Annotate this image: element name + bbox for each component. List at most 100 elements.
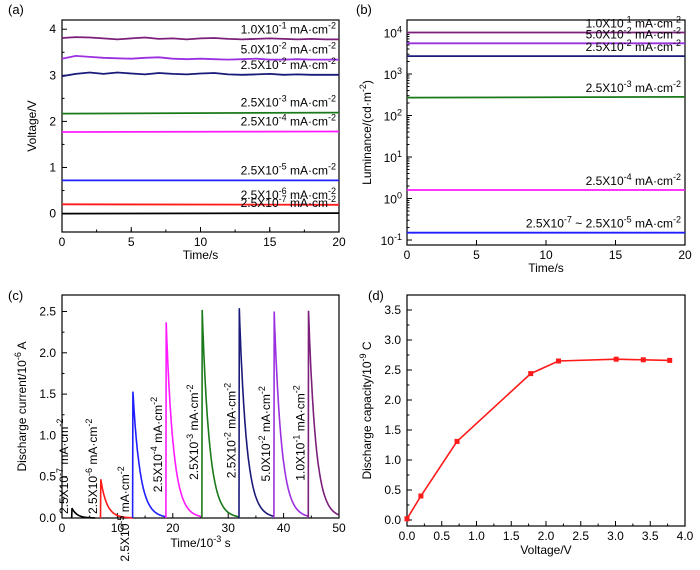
panel-b-ytick-label: 101 bbox=[384, 149, 402, 165]
panel-b-xlabel: Time/s bbox=[528, 261, 564, 275]
panel-d-ytick-label: 2.5 bbox=[384, 363, 401, 377]
panel-c-pulse-curve bbox=[307, 310, 339, 519]
panel-c-ytick-label: 2.5 bbox=[39, 305, 56, 319]
panel-d-xtick-label: 1.5 bbox=[503, 529, 520, 543]
panel-b-ytick-label: 104 bbox=[384, 24, 402, 40]
panel-a-series-line bbox=[61, 54, 339, 61]
panel-a-series-line bbox=[61, 212, 340, 215]
panel-c-pulse-label: 2.5X10-4 mA·cm-2 bbox=[149, 397, 165, 492]
panel-a-xtick-label: 15 bbox=[263, 235, 277, 249]
panel-a-ytick-label: 2 bbox=[49, 114, 56, 128]
panel-c-xtick-label: 40 bbox=[277, 521, 291, 535]
panel-a-series-label: 2.5X10-3 mA·cm-2 bbox=[241, 94, 336, 110]
panel-b-ytick-label: 102 bbox=[384, 108, 402, 124]
panel-c-pulse-curve bbox=[238, 308, 274, 519]
panel-b-xtick-label: 15 bbox=[609, 248, 623, 262]
panel-a-label: (a) bbox=[8, 2, 24, 17]
panel-b-ylabel: Luminance/(cd·m-2) bbox=[358, 80, 374, 185]
panel-b-xtick-label: 20 bbox=[678, 248, 692, 262]
panel-c-xtick-label: 50 bbox=[332, 521, 346, 535]
panel-d-point bbox=[454, 438, 460, 444]
panel-d-xlabel: Voltage/V bbox=[520, 543, 571, 557]
panel-b-series-label: 2.5X10-7 ~ 2.5X10-5 mA·cm-2 bbox=[526, 215, 681, 231]
panel-c-xtick-label: 0 bbox=[59, 521, 66, 535]
panel-d-frame bbox=[406, 294, 686, 527]
panel-a-xlabel: Time/s bbox=[183, 248, 219, 262]
panel-d-ytick-label: 3.5 bbox=[384, 303, 401, 317]
panel-c-pulse-label: 2.5X10-2 mA·cm-2 bbox=[222, 383, 238, 478]
panel-c-xtick-label: 20 bbox=[166, 521, 180, 535]
panel-d-ytick-label: 1.5 bbox=[384, 423, 401, 437]
panel-d-point bbox=[640, 357, 646, 363]
panel-c-pulse-label: 2.5X10-5 mA·cm-2 bbox=[116, 466, 132, 561]
panel-a-series-label: 5.0X10-2 mA·cm-2 bbox=[241, 41, 336, 57]
panel-c-ytick-label: 0.0 bbox=[39, 511, 56, 525]
panel-d-ytick-label: 1.0 bbox=[384, 453, 401, 467]
panel-c-pulse-curve bbox=[99, 479, 133, 519]
panel-a-series-label: 2.5X10-2 mA·cm-2 bbox=[241, 56, 336, 72]
panel-d-point bbox=[556, 358, 562, 364]
panel-d-xtick-label: 3.5 bbox=[642, 529, 659, 543]
panel-c-pulse-curve bbox=[70, 507, 96, 519]
panel-a-ytick-label: 0 bbox=[49, 207, 56, 221]
panel-c-pulse-curve bbox=[131, 391, 166, 519]
panel-a-xtick-label: 10 bbox=[194, 235, 208, 249]
panel-c-ytick-label: 0.5 bbox=[39, 470, 56, 484]
panel-b-series-label: 1.0X10-1 mA·cm-2 bbox=[586, 14, 681, 30]
panel-b-series-label: 2.5X10-3 mA·cm-2 bbox=[586, 79, 681, 95]
panel-a-series-label: 2.5X10-4 mA·cm-2 bbox=[241, 113, 336, 129]
panel-a-ylabel: Voltage/V bbox=[25, 100, 39, 151]
panel-a-ytick-label: 4 bbox=[49, 22, 56, 36]
panel-d-xtick-label: 2.5 bbox=[572, 529, 589, 543]
panel-c-pulse-label: 2.5X10-3 mA·cm-2 bbox=[185, 384, 201, 479]
panel-b-ytick-label: 100 bbox=[384, 191, 402, 207]
panel-a-series-label: 2.5X10-5 mA·cm-2 bbox=[241, 161, 336, 177]
panel-d-xtick-label: 3.0 bbox=[607, 529, 624, 543]
panel-b-xtick-label: 5 bbox=[473, 248, 480, 262]
panel-c-ytick-label: 1.5 bbox=[39, 387, 56, 401]
panel-a-xtick-label: 0 bbox=[59, 235, 66, 249]
panel-b-series-label: 2.5X10-4 mA·cm-2 bbox=[586, 172, 681, 188]
panel-a-series-line bbox=[61, 203, 340, 206]
panel-a-series-line bbox=[61, 71, 339, 78]
panel-d-label: (d) bbox=[368, 288, 384, 303]
panel-a-series-label: 2.5X10-6 mA·cm-2 bbox=[241, 186, 336, 202]
panel-d-ytick-label: 2.0 bbox=[384, 393, 401, 407]
panel-d-ytick-label: 0.5 bbox=[384, 483, 401, 497]
panel-c-pulse-label: 5.0X10-2 mA·cm-2 bbox=[257, 386, 273, 481]
panel-c-pulse-curve bbox=[273, 311, 309, 519]
panel-a-ytick-label: 3 bbox=[49, 68, 56, 82]
panel-a-xtick-label: 20 bbox=[332, 235, 346, 249]
panel-d-point bbox=[667, 357, 673, 363]
panel-d-xtick-label: 0.5 bbox=[433, 529, 450, 543]
panel-c-pulse-curve bbox=[165, 322, 202, 519]
panel-d-point bbox=[613, 356, 619, 362]
panel-a-series-line bbox=[61, 130, 340, 133]
panel-d-xtick-label: 0.0 bbox=[399, 529, 416, 543]
panel-a-ytick-label: 1 bbox=[49, 160, 56, 174]
panel-b-ytick-label: 103 bbox=[384, 66, 402, 82]
panel-d-ylabel: Discharge capacity/10-9 C bbox=[358, 341, 374, 479]
panel-d-ytick-label: 0.0 bbox=[384, 513, 401, 527]
panel-c-pulse-label: 2.5X10-7 mA·cm-2 bbox=[55, 419, 71, 514]
panel-d-xtick-label: 4.0 bbox=[677, 529, 694, 543]
panel-c-pulse-curve bbox=[201, 309, 239, 519]
panel-c-label: (c) bbox=[8, 288, 23, 303]
panel-d-xtick-label: 1.0 bbox=[468, 529, 485, 543]
panel-c-xlabel: Time/10-3 s bbox=[170, 534, 230, 550]
panel-a-xtick-label: 5 bbox=[128, 235, 135, 249]
panel-b-label: (b) bbox=[356, 2, 372, 17]
panel-b-series-label: 2.5X10-2 mA·cm-2 bbox=[586, 38, 681, 54]
panel-b-series-label: 5.0X10-2 mA·cm-2 bbox=[586, 25, 681, 41]
panel-a-series-line bbox=[61, 36, 339, 41]
panel-b-series-line bbox=[406, 96, 686, 99]
panel-c-xtick-label: 10 bbox=[111, 521, 125, 535]
panel-c-pulse-label: 1.0X10-1 mA·cm-2 bbox=[292, 385, 308, 480]
panel-c-ylabel: Discharge current/10-6 A bbox=[13, 341, 29, 471]
panel-c-pulse-label: 2.5X10-6 mA·cm-2 bbox=[84, 419, 100, 514]
panel-d-point bbox=[528, 371, 534, 377]
panel-d-point bbox=[418, 493, 424, 499]
panel-a-series-line bbox=[61, 111, 340, 115]
panel-d-point bbox=[404, 516, 410, 522]
panel-b-ytick-label: 10-1 bbox=[381, 232, 402, 248]
